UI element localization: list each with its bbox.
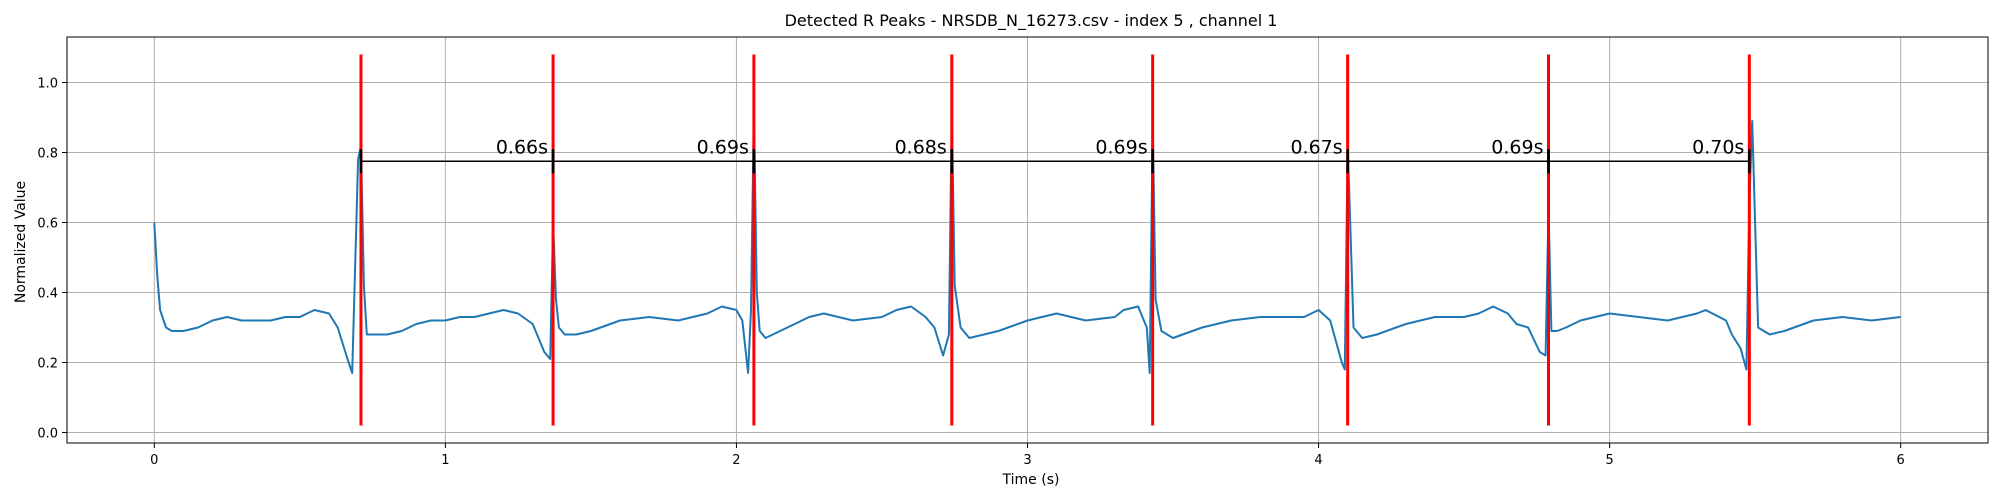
y-tick-label: 0.0 [37,427,58,442]
x-axis-title: Time (s) [1002,472,1060,488]
rr-interval-label: 0.69s [1491,136,1543,158]
rr-interval-label: 0.70s [1692,136,1744,158]
x-tick-label: 6 [1897,453,1905,468]
x-tick-label: 5 [1605,453,1613,468]
plot-frame [66,36,1989,444]
rr-interval-label: 0.68s [895,136,947,158]
rr-interval-label: 0.66s [496,136,548,158]
y-tick-label: 0.8 [37,147,58,162]
y-tick-label: 0.6 [37,217,58,232]
rr-interval-label: 0.67s [1290,136,1342,158]
y-tick-label: 1.0 [37,77,58,92]
x-tick-label: 2 [732,453,740,468]
x-tick-label: 0 [150,453,158,468]
rr-interval-label: 0.69s [697,136,749,158]
r-peak-layer [359,54,1751,426]
y-tick-label: 0.4 [37,287,58,302]
rr-interval-label: 0.69s [1095,136,1147,158]
y-axis-title: Normalized Value [13,181,29,303]
x-tick-label: 3 [1023,453,1031,468]
x-tick-label: 4 [1314,453,1322,468]
y-tick-label: 0.2 [37,357,58,372]
rr-bracket-layer: 0.66s 0.69s 0.68s 0.69s 0.67s 0.69s 0.70s [359,136,1751,174]
grid [67,37,1988,443]
tick-layer: 0 1 2 3 4 5 6 0.0 0.2 0.4 0.6 0.8 1.0 [37,77,1905,469]
x-tick-label: 1 [441,453,449,468]
chart-title: Detected R Peaks - NRSDB_N_16273.csv - i… [785,11,1278,31]
